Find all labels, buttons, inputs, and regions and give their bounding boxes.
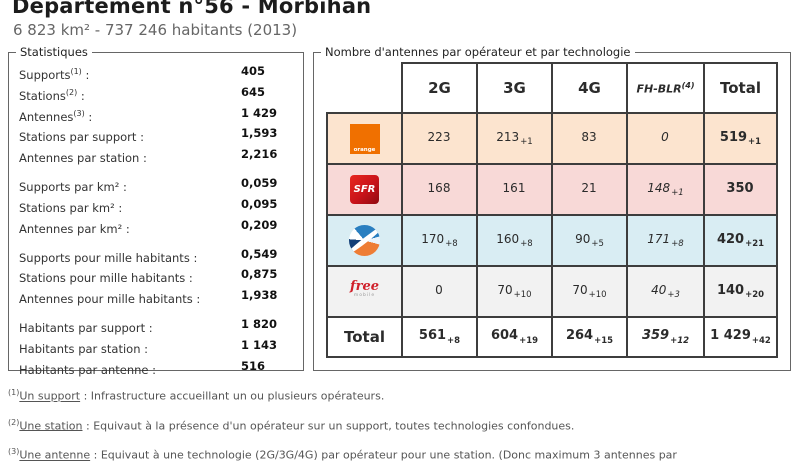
operator-row-free: free mobile 0 70+10 70+10 40+3 140+20 [326,265,778,318]
stat-stations-value: 645 [241,84,266,99]
footnote-station: (2)Une station : Equivaut à la présence … [8,417,575,433]
cell-total-fhblr: 359+12 [626,316,705,358]
antenna-table-panel: Nombre d'antennes par opérateur et par t… [313,45,791,371]
cell-total-2g: 561+8 [401,316,478,358]
stat-supports-value: 405 [241,64,266,78]
sfr-logo: SFR [350,175,379,204]
column-4g: 4G [551,62,628,114]
antenna-table-legend: Nombre d'antennes par opérateur et par t… [321,45,635,59]
cell-total-total: 1 429+42 [703,316,778,358]
stat-antennes-pour-mille: Antennes pour mille habitants : 1,938 [19,288,278,307]
column-3g: 3G [476,62,553,114]
operator-row-orange: orange 223 213+1 83 0 519+1 [326,112,778,165]
stat-supports-pour-mille: Supports pour mille habitants : 0,549 [19,246,278,265]
cell-sfr-4g: 21 [551,163,628,216]
statistics-legend: Statistiques [16,45,92,59]
stat-stations-par-support: Stations par support : 1,593 [19,126,278,145]
free-mobile-logo: free mobile [350,279,379,298]
stat-habitants-par-station: Habitants par station : 1 143 [19,337,278,356]
operator-cell-bouygues [326,214,403,267]
footnote-station-term: Une station [19,419,83,433]
stat-group-per-km2: Supports par km² : 0,059 Stations par km… [19,175,303,237]
cell-bouygues-3g: 160+8 [476,214,553,267]
cell-orange-2g: 223 [401,112,478,165]
column-total: Total [703,62,778,114]
cell-free-2g: 0 [401,265,478,318]
cell-orange-total: 519+1 [703,112,778,165]
cell-bouygues-fhblr: 171+8 [626,214,705,267]
antenna-table: 2G 3G 4G FH-BLR(4) Total orange 223 213+… [326,62,778,358]
bouygues-telecom-logo [349,225,380,256]
cell-free-4g: 70+10 [551,265,628,318]
stat-stations: Stations(2) : 645 [19,84,303,105]
operator-row-bouygues: 170+8 160+8 90+5 171+8 420+21 [326,214,778,267]
footnote-support: (1)Un support : Infrastructure accueilla… [8,388,385,403]
stat-supports: Supports(1) : 405 [19,63,303,84]
cell-sfr-fhblr: 148+1 [626,163,705,216]
cell-sfr-2g: 168 [401,163,478,216]
cell-sfr-3g: 161 [476,163,553,216]
footnote-support-term: Un support [19,389,81,403]
operator-cell-sfr: SFR [326,163,403,216]
cell-bouygues-4g: 90+5 [551,214,628,267]
stat-antennes-value: 1 429 [241,105,278,120]
total-row: Total 561+8 604+19 264+15 359+12 1 429+4… [326,316,778,358]
operator-cell-free: free mobile [326,265,403,318]
footnotes: (1)Un support : Infrastructure accueilla… [8,386,798,475]
cell-total-4g: 264+15 [551,316,628,358]
stat-group-counts: Supports(1) : 405 Stations(2) : 645 Ante… [19,63,303,167]
column-fh-blr: FH-BLR(4) [626,62,705,114]
stat-group-per-mille: Supports pour mille habitants : 0,549 St… [19,246,303,308]
page-title: Département n°56 - Morbihan [12,0,372,18]
cell-free-total: 140+20 [703,265,778,318]
page-subtitle: 6 823 km² - 737 246 habitants (2013) [13,21,298,39]
stat-stations-pour-mille: Stations pour mille habitants : 0,875 [19,267,278,286]
stat-stations-par-km2: Stations par km² : 0,095 [19,196,278,215]
column-2g: 2G [401,62,478,114]
stat-supports-par-km2: Supports par km² : 0,059 [19,176,278,194]
cell-orange-3g: 213+1 [476,112,553,165]
stat-habitants-par-support: Habitants par support : 1 820 [19,317,278,335]
stat-group-habitants: Habitants par support : 1 820 Habitants … [19,316,303,378]
cell-total-3g: 604+19 [476,316,553,358]
operator-row-sfr: SFR 168 161 21 148+1 350 [326,163,778,216]
corner-cell [327,63,402,113]
cell-sfr-total: 350 [703,163,778,216]
stat-antennes: Antennes(3) : 1 429 [19,105,303,126]
cell-orange-fhblr: 0 [626,112,705,165]
cell-bouygues-2g: 170+8 [401,214,478,267]
cell-free-3g: 70+10 [476,265,553,318]
cell-bouygues-total: 420+21 [703,214,778,267]
stat-antennes-par-km2: Antennes par km² : 0,209 [19,217,278,236]
orange-logo: orange [349,123,380,154]
total-row-label: Total [326,316,403,358]
cell-orange-4g: 83 [551,112,628,165]
stat-habitants-par-antenne: Habitants par antenne : 516 [19,358,266,377]
cell-free-fhblr: 40+3 [626,265,705,318]
statistics-panel: Statistiques Supports(1) : 405 Stations(… [8,45,304,377]
header-row: 2G 3G 4G FH-BLR(4) Total [327,62,778,114]
footnote-antenne: (3)Une antenne : Equivaut à une technolo… [8,447,677,462]
stat-antennes-par-station: Antennes par station : 2,216 [19,147,278,166]
footnote-antenne-term: Une antenne [19,448,91,462]
operator-cell-orange: orange [326,112,403,165]
